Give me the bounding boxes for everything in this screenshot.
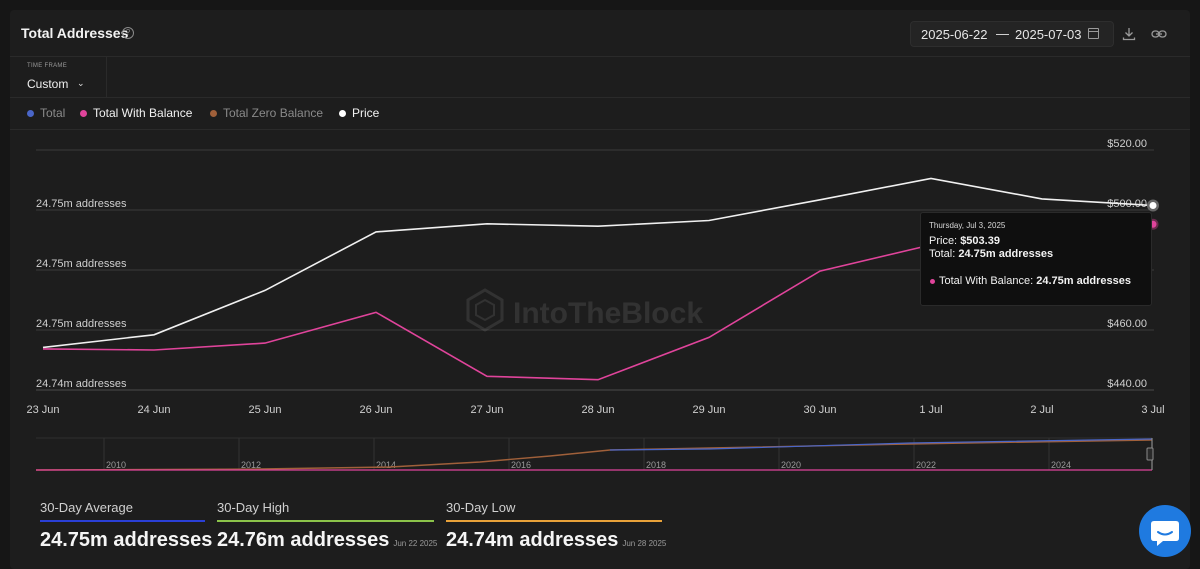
navigator-year-label: 2024	[1051, 460, 1071, 470]
navigator-total-line	[609, 438, 1153, 451]
stat-date: Jun 28 2025	[622, 539, 667, 548]
question-circle-icon[interactable]: ?	[122, 27, 134, 39]
timeframe-label: TIME FRAME	[27, 63, 67, 69]
tooltip: Thursday, Jul 3, 2025 Price: $503.39 Tot…	[920, 212, 1152, 306]
link-icon[interactable]	[1151, 27, 1167, 41]
tooltip-series-dot	[930, 279, 935, 284]
right-tick-label: $460.00	[1107, 318, 1147, 330]
navigator-year-label: 2014	[376, 460, 396, 470]
x-tick-label: 23 Jun	[26, 404, 59, 416]
right-tick-label: $520.00	[1107, 138, 1147, 150]
hover-point-price	[1149, 202, 1157, 209]
stat-underline	[217, 520, 434, 522]
tooltip-price: Price: $503.39	[929, 235, 1000, 247]
legend-dot	[27, 110, 34, 117]
tooltip-twb: Total With Balance: 24.75m addresses	[939, 275, 1131, 287]
navigator-year-label: 2010	[106, 460, 126, 470]
right-tick-label: $440.00	[1107, 378, 1147, 390]
legend-label: Total With Balance	[93, 106, 193, 120]
navigator-handle[interactable]	[1146, 447, 1154, 461]
stat-value-text: 24.76m addresses	[217, 529, 390, 551]
divider	[10, 97, 1190, 98]
x-tick-label: 26 Jun	[359, 404, 392, 416]
legend-label: Total	[40, 106, 66, 120]
chevron-down-icon: ⌄	[77, 78, 85, 88]
tooltip-price-value: $503.39	[960, 235, 1000, 247]
watermark-logo-icon	[466, 288, 504, 332]
navigator-year-label: 2016	[511, 460, 531, 470]
tooltip-twb-label: Total With Balance:	[939, 275, 1034, 287]
watermark-text: IntoTheBlock	[513, 297, 703, 330]
tooltip-price-label: Price:	[929, 235, 958, 247]
stat-value: 24.76m addresses Jun 22 2025	[217, 529, 437, 552]
x-tick-label: 3 Jul	[1141, 404, 1164, 416]
date-separator: —	[996, 26, 1009, 41]
x-tick-label: 25 Jun	[248, 404, 281, 416]
left-tick-label: 24.74m addresses	[36, 378, 127, 390]
legend-dot	[339, 110, 346, 117]
stat-value: 24.75m addresses	[40, 529, 212, 552]
watermark: IntoTheBlock	[466, 288, 703, 332]
left-tick-label: 24.75m addresses	[36, 198, 127, 210]
x-tick-label: 24 Jun	[137, 404, 170, 416]
stat-underline	[446, 520, 662, 522]
chart-card: Total Addresses ? 2025-06-22 — 2025-07-0…	[10, 10, 1190, 569]
chat-bubble-icon	[1151, 521, 1179, 546]
navigator-year-label: 2012	[241, 460, 261, 470]
card-header: Total Addresses ? 2025-06-22 — 2025-07-0…	[10, 10, 1190, 57]
left-tick-label: 24.75m addresses	[36, 318, 127, 330]
calendar-icon[interactable]	[1088, 28, 1099, 39]
date-start: 2025-06-22	[921, 27, 988, 42]
navigator[interactable]: 2010 2012 2014 2016 2018 2020 2022 2024	[35, 437, 1154, 471]
tooltip-total-value: 24.75m addresses	[958, 248, 1054, 260]
navigator-year-label: 2020	[781, 460, 801, 470]
timeframe-value: Custom	[27, 77, 69, 91]
stat-value-text: 24.75m addresses	[40, 529, 213, 551]
x-tick-label: 30 Jun	[803, 404, 836, 416]
date-range-picker[interactable]: 2025-06-22 — 2025-07-03	[910, 21, 1114, 47]
stat-date: Jun 22 2025	[393, 539, 438, 548]
legend-dot	[80, 110, 87, 117]
stat-underline	[40, 520, 205, 522]
left-tick-label: 24.75m addresses	[36, 258, 127, 270]
tooltip-total-label: Total:	[929, 248, 956, 260]
timeframe-selector[interactable]: TIME FRAME Custom ⌄	[10, 57, 107, 97]
stat-value: 24.74m addresses Jun 28 2025	[446, 529, 666, 552]
date-end: 2025-07-03	[1015, 27, 1082, 42]
chart-title: Total Addresses	[21, 25, 129, 41]
stat-label: 30-Day Average	[40, 500, 133, 515]
grid	[36, 149, 1154, 391]
navigator-year-label: 2022	[916, 460, 936, 470]
divider	[10, 129, 1190, 130]
series-line-price	[42, 177, 1154, 349]
stat-label: 30-Day High	[217, 500, 290, 515]
stat-label: 30-Day Low	[446, 500, 516, 515]
x-tick-label: 29 Jun	[692, 404, 725, 416]
download-icon[interactable]	[1122, 27, 1136, 41]
tooltip-date: Thursday, Jul 3, 2025	[929, 221, 1006, 230]
tooltip-twb-value: 24.75m addresses	[1036, 275, 1132, 287]
legend-dot	[210, 110, 217, 117]
legend-label: Price	[352, 106, 380, 120]
x-tick-label: 2 Jul	[1030, 404, 1053, 416]
x-axis: 23 Jun 24 Jun 25 Jun 26 Jun 27 Jun 28 Jun 29 J…	[26, 404, 1164, 416]
navigator-year-label: 2018	[646, 460, 666, 470]
x-tick-label: 28 Jun	[581, 404, 614, 416]
x-tick-label: 27 Jun	[470, 404, 503, 416]
x-tick-label: 1 Jul	[919, 404, 942, 416]
stat-value-text: 24.74m addresses	[446, 529, 619, 551]
navigator-zero-balance-line	[35, 439, 1153, 471]
chat-button[interactable]	[1139, 505, 1191, 557]
legend-label: Total Zero Balance	[223, 106, 324, 120]
left-axis: 24.75m addresses 24.75m addresses 24.75m a…	[36, 198, 127, 390]
tooltip-total: Total: 24.75m addresses	[929, 248, 1053, 260]
